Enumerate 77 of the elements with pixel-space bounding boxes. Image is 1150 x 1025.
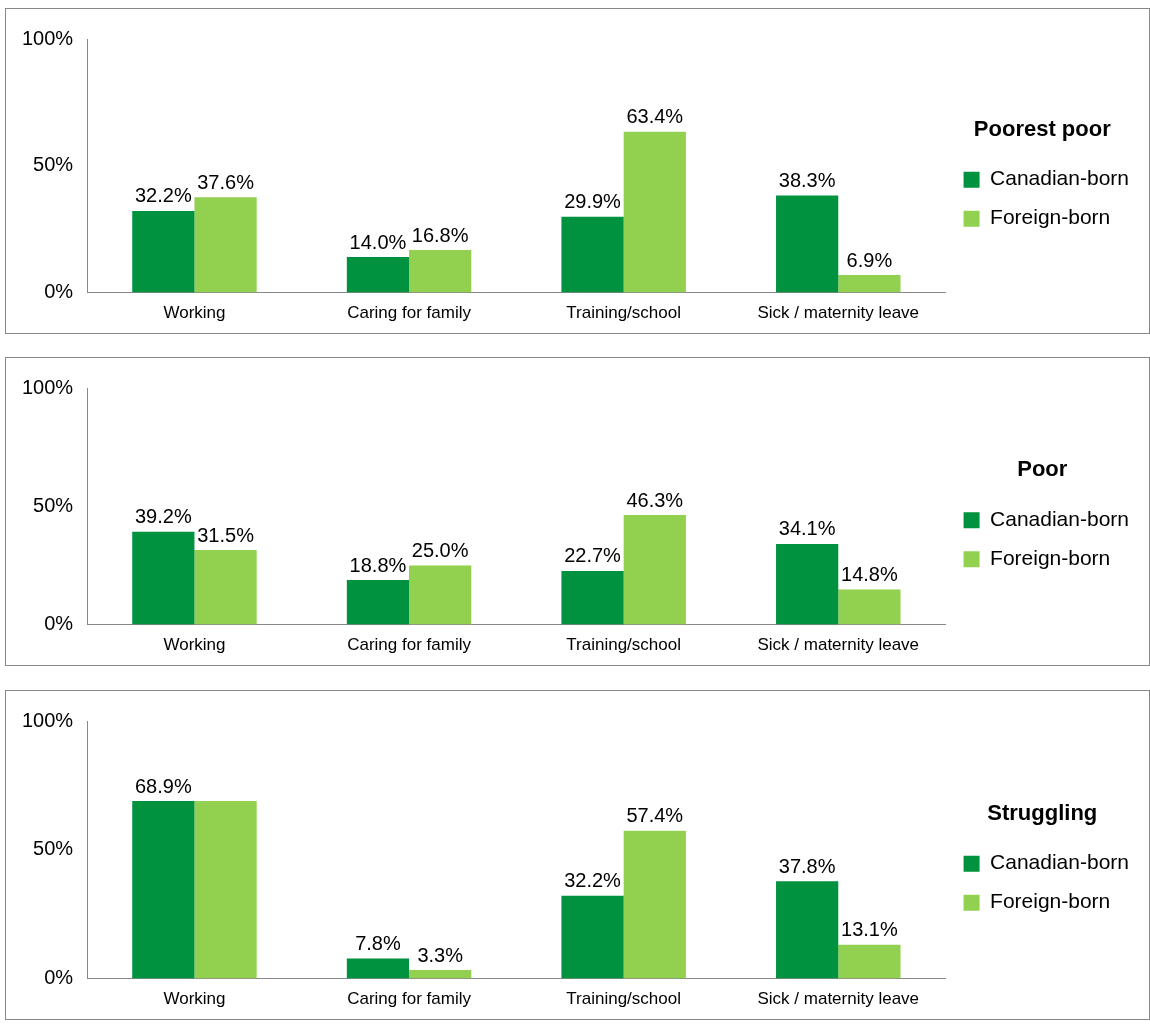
data-label: 63.4% <box>626 105 684 128</box>
bar <box>346 580 410 625</box>
bar <box>194 550 257 625</box>
x-tick-label: Caring for family <box>347 989 472 1009</box>
x-tick-label: Caring for family <box>347 635 472 655</box>
y-tick-label: 100% <box>22 375 74 398</box>
data-label: 18.8% <box>349 553 407 576</box>
legend-title: Struggling <box>987 799 1098 825</box>
y-tick-label: 0% <box>44 612 74 635</box>
data-label: 6.9% <box>846 248 893 271</box>
data-label: 34.1% <box>778 517 836 540</box>
bar <box>623 131 686 293</box>
data-label: 57.4% <box>626 804 684 827</box>
legend-label: Canadian-born <box>990 166 1130 190</box>
legend-label: Foreign-born <box>990 546 1111 569</box>
bar <box>409 250 472 293</box>
bar <box>346 257 410 293</box>
x-tick-label: Working <box>163 303 226 323</box>
bar <box>838 944 901 979</box>
data-label: 13.1% <box>841 918 898 941</box>
legend-label: Canadian-born <box>990 850 1130 874</box>
data-label: 22.7% <box>564 544 622 567</box>
data-label: 3.3% <box>417 943 464 966</box>
bar <box>409 970 472 979</box>
data-label: 29.9% <box>564 190 622 213</box>
data-label: 38.3% <box>778 168 836 191</box>
y-tick-label: 100% <box>22 26 74 49</box>
data-label: 31.5% <box>197 523 255 546</box>
x-tick-label: Working <box>163 989 226 1009</box>
data-label: 14.8% <box>841 563 898 586</box>
y-tick-label: 100% <box>22 708 74 731</box>
bar <box>623 830 686 979</box>
x-tick-label: Sick / maternity leave <box>757 989 920 1009</box>
y-tick-label: 0% <box>44 966 74 989</box>
x-tick-label: Caring for family <box>347 303 472 323</box>
legend-title: Poor <box>1017 456 1068 482</box>
bar <box>776 195 839 293</box>
data-label: 39.2% <box>134 505 192 528</box>
bar <box>561 895 624 979</box>
bar <box>623 515 686 625</box>
data-label: 16.8% <box>411 223 469 246</box>
bar <box>132 801 195 979</box>
legend-label: Canadian-born <box>990 507 1130 530</box>
x-tick-label: Training/school <box>566 303 681 323</box>
legend-label: Foreign-born <box>990 889 1111 913</box>
data-label: 7.8% <box>355 932 401 955</box>
data-label: 37.6% <box>197 170 255 193</box>
bar <box>409 565 472 625</box>
bar <box>838 275 901 293</box>
x-tick-label: Working <box>163 635 226 655</box>
y-tick-label: 50% <box>33 837 74 860</box>
x-tick-label: Sick / maternity leave <box>757 635 920 655</box>
data-label: 68.9% <box>134 774 192 797</box>
x-tick-label: Training/school <box>566 635 681 655</box>
bar <box>346 958 410 979</box>
x-tick-label: Training/school <box>566 989 681 1009</box>
x-tick-label: Sick / maternity leave <box>757 303 920 323</box>
data-label: 32.2% <box>564 869 622 892</box>
bar <box>194 197 257 293</box>
bar <box>561 216 624 293</box>
data-label: 37.8% <box>778 854 836 877</box>
legend-label: Foreign-born <box>990 205 1111 229</box>
bar <box>776 881 839 979</box>
bar <box>132 210 195 293</box>
bar <box>194 801 257 979</box>
bar <box>132 531 195 625</box>
data-label: 14.0% <box>349 230 407 253</box>
data-label: 25.0% <box>411 538 469 561</box>
data-label: 32.2% <box>134 184 192 207</box>
y-tick-label: 50% <box>33 153 74 176</box>
data-label: 46.3% <box>626 488 684 511</box>
y-tick-label: 0% <box>44 280 74 303</box>
y-tick-label: 50% <box>33 493 74 516</box>
bar <box>838 589 901 625</box>
legend-title: Poorest poor <box>973 115 1112 141</box>
bar <box>561 570 624 625</box>
bar <box>776 543 839 625</box>
